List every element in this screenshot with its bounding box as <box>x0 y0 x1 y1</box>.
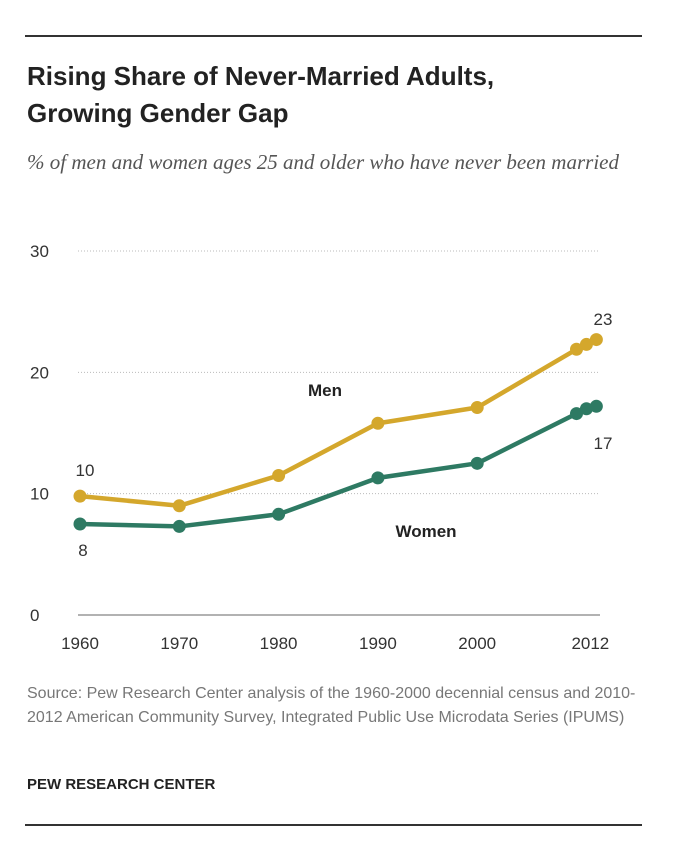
data-point-men <box>172 499 186 513</box>
line-chart: 0 10 20 30 1960 1970 1980 1990 2000 2012 10 23 8 17 Me… <box>30 242 613 653</box>
x-tick-label: 1980 <box>260 634 298 653</box>
data-label-men-1960: 10 <box>76 461 95 480</box>
data-point-men <box>371 416 385 430</box>
top-rule <box>25 35 642 37</box>
data-point-women <box>570 407 583 421</box>
data-point-women <box>589 399 603 413</box>
data-label-women-1960: 8 <box>78 541 87 560</box>
brand-label: PEW RESEARCH CENTER <box>27 776 216 793</box>
y-tick-label: 0 <box>30 606 39 625</box>
title-line-2: Growing Gender Gap <box>27 98 289 128</box>
data-point-men <box>579 337 593 351</box>
data-point-women <box>470 456 484 470</box>
data-point-women <box>579 402 593 416</box>
source-note: Source: Pew Research Center analysis of … <box>27 685 636 726</box>
title-line-1: Rising Share of Never-Married Adults, <box>27 61 495 91</box>
x-tick-label: 1970 <box>160 634 198 653</box>
data-point-men <box>470 401 484 415</box>
data-point-women <box>371 471 385 485</box>
x-tick-label: 2000 <box>458 634 496 653</box>
data-point-men <box>570 342 583 356</box>
series-label-men: Men <box>308 381 342 400</box>
y-tick-label: 10 <box>30 485 49 504</box>
x-tick-label: 1990 <box>359 634 397 653</box>
y-tick-label: 30 <box>30 242 49 261</box>
x-tick-label: 2012 <box>571 634 609 653</box>
series-line-women <box>79 404 597 529</box>
chart-subtitle: % of men and women ages 25 and older who… <box>27 150 619 174</box>
y-tick-label: 20 <box>30 363 49 382</box>
series-line-men <box>79 337 598 509</box>
series-label-women: Women <box>395 522 456 541</box>
data-point-women <box>172 519 186 533</box>
chart-title: Rising Share of Never-Married Adults, Gro… <box>27 58 494 132</box>
x-tick-label: 1960 <box>61 634 99 653</box>
data-point-men <box>73 489 87 503</box>
data-label-men-2012: 23 <box>594 310 613 329</box>
data-point-women <box>73 517 87 531</box>
data-point-men <box>589 333 603 347</box>
bottom-rule <box>25 824 642 826</box>
data-point-women <box>272 507 286 521</box>
data-label-women-2012: 17 <box>594 434 613 453</box>
data-point-men <box>272 468 286 482</box>
